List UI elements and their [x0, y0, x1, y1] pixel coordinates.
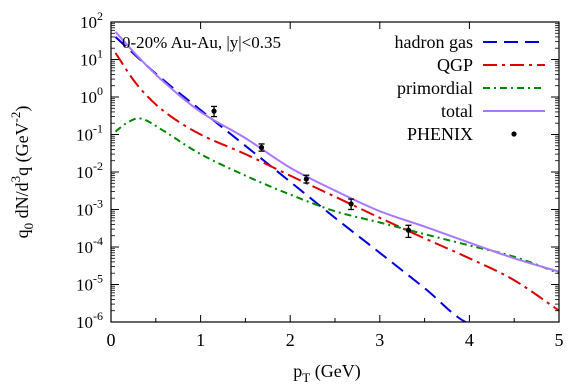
y-tick-label: 100 [80, 84, 103, 107]
x-tick-label: 0 [107, 330, 116, 350]
y-tick-label: 10-6 [76, 309, 103, 332]
series-layer [114, 31, 559, 322]
series-phenix-point [258, 143, 265, 152]
legend-label: total [441, 101, 473, 121]
series-qgp-line [114, 52, 559, 312]
legend-label: PHENIX [407, 124, 473, 144]
legend-item-hadron-gas: hadron gas [395, 32, 545, 52]
series-phenix-point [211, 105, 218, 118]
points-layer [211, 105, 412, 239]
legend-item-total: total [441, 101, 545, 121]
x-tick-label: 2 [286, 330, 295, 350]
y-axis-label: q0 dN/d3q (GeV-2) [8, 106, 36, 239]
x-tick-label: 5 [555, 330, 564, 350]
x-axis: 0 1 2 3 4 5 [107, 22, 564, 350]
legend-swatch [511, 131, 517, 137]
annotation-text: 0-20% Au-Au, |y|<0.35 [122, 33, 281, 52]
legend-label: hadron gas [395, 32, 473, 52]
legend-item-primordial: primordial [397, 78, 545, 98]
legend-label: QGP [437, 55, 473, 75]
series-total-line [114, 31, 559, 273]
y-tick-label: 10-4 [76, 234, 103, 257]
legend-item-phenix: PHENIX [407, 124, 517, 144]
series-phenix-point [348, 198, 355, 211]
legend: hadron gas QGP primordial total PHENIX [395, 32, 545, 144]
y-tick-label: 102 [80, 9, 103, 32]
y-tick-label: 10-5 [76, 272, 103, 295]
series-hadron-gas-line [114, 36, 515, 322]
series-phenix-point [303, 174, 310, 184]
series-phenix-point [405, 224, 412, 239]
x-tick-label: 1 [196, 330, 205, 350]
y-tick-label: 10-1 [76, 122, 103, 145]
x-tick-label: 4 [465, 330, 474, 350]
x-tick-label: 3 [375, 330, 384, 350]
legend-item-qgp: QGP [437, 55, 545, 75]
y-tick-label: 101 [80, 47, 103, 70]
y-axis: 102 101 100 10-1 10-2 10-3 10-4 10-5 10-6 [76, 9, 559, 332]
x-axis-label: pT (GeV) [293, 361, 360, 385]
plot-frame [110, 21, 560, 323]
legend-label: primordial [397, 78, 473, 98]
y-tick-label: 10-2 [76, 159, 103, 182]
y-tick-label: 10-3 [76, 197, 103, 220]
